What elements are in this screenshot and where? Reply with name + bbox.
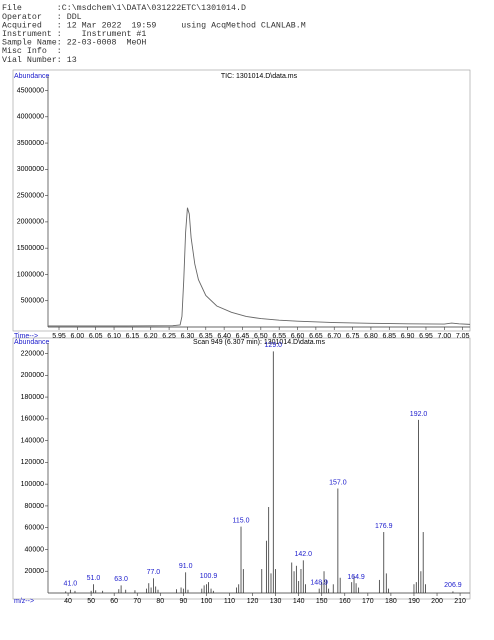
header-line: Instrument : Instrument #1 (2, 30, 146, 39)
x-tick-label: 130 (270, 598, 282, 605)
x-tick-label: 100 (201, 598, 213, 605)
x-tick-label: 6.75 (346, 333, 360, 340)
y-tick-label: 2500000 (17, 192, 44, 199)
y-tick-label: 500000 (21, 298, 44, 305)
header-line: File :C:\msdchem\1\DATA\031222ETC\130101… (2, 3, 246, 13)
peak-label: 51.0 (87, 575, 101, 582)
x-tick-label: 6.70 (327, 333, 341, 340)
x-tick-label: 40 (64, 598, 72, 605)
x-tick-label: 150 (316, 598, 328, 605)
x-tick-label: 180 (385, 598, 397, 605)
x-tick-label: 210 (454, 598, 466, 605)
x-tick-label: 6.55 (272, 333, 286, 340)
chart-title: TIC: 1301014.D\data.ms (221, 73, 298, 80)
chart-title: Scan 949 (6.307 min): 1301014.D\data.ms (193, 339, 325, 346)
y-tick-label: 200000 (21, 372, 44, 379)
x-tick-label: 6.80 (364, 333, 378, 340)
x-tick-label: 6.20 (144, 333, 158, 340)
y-tick-label: 40000 (25, 546, 45, 553)
peak-label: 148.9 (310, 579, 328, 586)
peak-label: 41.0 (64, 581, 78, 588)
x-tick-label: 6.60 (291, 333, 305, 340)
x-tick-label: 7.05 (456, 333, 470, 340)
x-axis-label: m/z--> (14, 598, 34, 605)
x-tick-label: 6.40 (217, 333, 231, 340)
y-tick-label: 160000 (21, 416, 44, 423)
header-line: Operator : DDL (2, 13, 82, 22)
peak-label: 142.0 (295, 551, 313, 558)
spectrum-frame (12, 337, 471, 600)
y-tick-label: 1000000 (17, 271, 44, 278)
x-tick-label: 6.45 (236, 333, 250, 340)
x-tick-label: 6.30 (181, 333, 195, 340)
x-tick-label: 6.05 (89, 333, 103, 340)
y-tick-label: 180000 (21, 394, 44, 401)
x-tick-label: 70 (133, 598, 141, 605)
peak-label: 164.9 (347, 574, 365, 581)
x-tick-label: 6.15 (126, 333, 140, 340)
peak-label: 63.0 (114, 576, 128, 583)
peak-label: 115.0 (233, 517, 250, 524)
x-tick-label: 7.00 (438, 333, 452, 340)
y-tick-label: 80000 (25, 503, 45, 510)
x-tick-label: 90 (179, 598, 187, 605)
x-tick-label: 6.85 (382, 333, 396, 340)
x-tick-label: 120 (247, 598, 259, 605)
x-tick-label: 6.90 (401, 333, 415, 340)
y-tick-label: 60000 (25, 525, 45, 532)
header-line: Misc Info : (2, 46, 62, 56)
x-tick-label: 190 (408, 598, 420, 605)
header-line: Acquired : 12 Mar 2022 19:59 using AcqMe… (2, 20, 306, 30)
y-tick-label: 100000 (21, 481, 44, 488)
x-tick-label: 50 (87, 598, 95, 605)
y-axis-label: Abundance (14, 73, 50, 80)
y-tick-label: 120000 (21, 459, 44, 466)
x-axis-label: Time--> (14, 333, 38, 340)
header-line: Vial Number: 13 (2, 55, 77, 65)
x-tick-label: 6.00 (71, 333, 85, 340)
peak-label: 91.0 (179, 563, 193, 570)
x-tick-label: 140 (293, 598, 305, 605)
peak-label: 129.0 (265, 342, 283, 349)
x-tick-label: 80 (156, 598, 164, 605)
x-tick-label: 60 (110, 598, 118, 605)
x-tick-label: 200 (431, 598, 443, 605)
x-tick-label: 170 (362, 598, 374, 605)
x-tick-label: 5.95 (52, 333, 66, 340)
peak-label: 77.0 (147, 569, 161, 576)
x-tick-label: 6.35 (199, 333, 213, 340)
y-tick-label: 3000000 (17, 166, 44, 173)
peak-label: 192.0 (410, 411, 428, 418)
tic-frame (12, 69, 471, 332)
x-tick-label: 6.65 (309, 333, 323, 340)
y-tick-label: 4000000 (17, 114, 44, 121)
peak-label: 157.0 (329, 479, 347, 486)
y-tick-label: 3500000 (17, 140, 44, 147)
y-axis-label: Abundance (14, 339, 50, 346)
x-tick-label: 6.50 (254, 333, 268, 340)
y-tick-label: 220000 (21, 350, 44, 357)
x-tick-label: 6.10 (107, 333, 121, 340)
y-tick-label: 20000 (25, 568, 45, 575)
y-tick-label: 4500000 (17, 87, 44, 94)
y-tick-label: 2000000 (17, 219, 44, 226)
tic-trace (48, 207, 471, 327)
peak-label: 100.9 (200, 573, 218, 580)
peak-label: 206.9 (444, 582, 462, 589)
x-tick-label: 6.25 (162, 333, 176, 340)
header-line: Sample Name: 22-03-0008 MeOH (2, 38, 146, 48)
x-tick-label: 6.95 (419, 333, 433, 340)
y-tick-label: 1500000 (17, 245, 44, 252)
peak-label: 176.9 (375, 523, 393, 530)
x-tick-label: 110 (224, 598, 235, 605)
x-tick-label: 160 (339, 598, 351, 605)
y-tick-label: 140000 (21, 437, 44, 444)
